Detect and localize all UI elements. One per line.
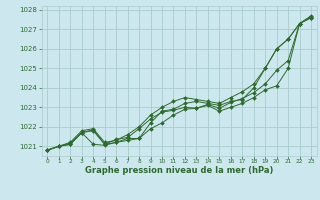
X-axis label: Graphe pression niveau de la mer (hPa): Graphe pression niveau de la mer (hPa) [85,166,273,175]
